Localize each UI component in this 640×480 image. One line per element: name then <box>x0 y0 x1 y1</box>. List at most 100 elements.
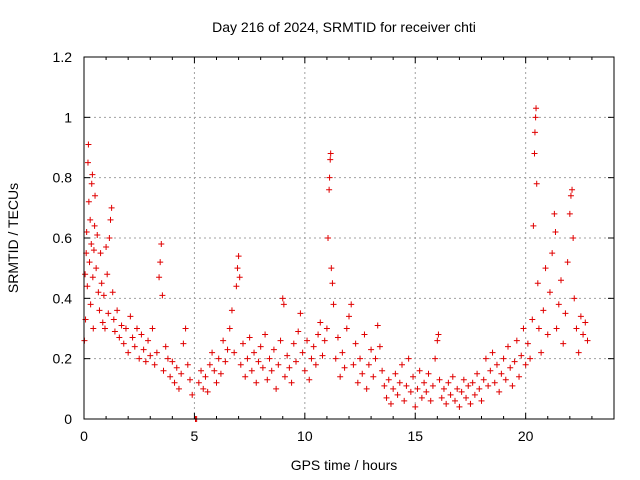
data-point <box>323 325 330 332</box>
data-point <box>129 334 136 341</box>
data-point <box>434 337 441 344</box>
data-point <box>147 352 154 359</box>
data-point <box>348 301 355 308</box>
data-point <box>410 373 417 380</box>
x-axis-label: GPS time / hours <box>291 457 398 473</box>
data-point <box>454 385 461 392</box>
data-point <box>244 355 251 362</box>
data-point <box>407 388 414 395</box>
data-point <box>509 382 516 389</box>
data-point <box>496 388 503 395</box>
data-point <box>104 271 111 278</box>
data-point <box>120 340 127 347</box>
data-point <box>259 364 266 371</box>
data-point <box>396 379 403 386</box>
data-point <box>93 265 100 272</box>
data-point <box>582 319 589 326</box>
x-tick-label: 0 <box>80 428 88 444</box>
y-tick-label: 0.2 <box>53 351 73 367</box>
data-point <box>440 385 447 392</box>
data-point <box>500 355 507 362</box>
data-point <box>251 349 258 356</box>
x-tick-label: 5 <box>191 428 199 444</box>
data-point <box>560 340 567 347</box>
data-point <box>447 391 454 398</box>
data-point <box>374 322 381 329</box>
data-point <box>334 334 341 341</box>
data-point <box>217 370 224 377</box>
data-point <box>584 337 591 344</box>
data-point <box>134 325 140 332</box>
data-point <box>103 244 110 251</box>
data-point <box>231 349 238 356</box>
data-point <box>268 367 275 374</box>
data-point <box>491 379 498 386</box>
data-point <box>474 370 481 377</box>
data-point <box>140 346 147 353</box>
data-point <box>149 325 156 332</box>
data-point <box>88 180 95 187</box>
data-point <box>226 325 233 332</box>
data-point <box>445 379 452 386</box>
data-point <box>418 394 425 401</box>
data-point <box>91 222 98 229</box>
data-point <box>99 319 106 326</box>
data-point <box>209 349 216 356</box>
data-point <box>352 340 359 347</box>
data-point <box>125 349 132 356</box>
data-point <box>290 340 297 347</box>
data-points <box>81 105 591 422</box>
data-point <box>215 355 222 362</box>
data-point <box>237 361 244 368</box>
data-point <box>180 340 187 347</box>
data-point <box>235 253 242 260</box>
data-point <box>534 280 541 287</box>
data-point <box>211 367 218 374</box>
data-point <box>301 367 308 374</box>
data-point <box>171 379 178 386</box>
data-point <box>206 361 213 368</box>
data-point <box>552 228 559 235</box>
data-point <box>122 325 129 332</box>
data-point <box>304 337 311 344</box>
data-point <box>299 349 306 356</box>
data-point <box>330 301 337 308</box>
data-point <box>575 349 582 356</box>
data-point <box>412 403 419 410</box>
data-point <box>189 391 196 398</box>
data-point <box>544 331 551 338</box>
data-point <box>522 361 529 368</box>
data-point <box>142 358 149 365</box>
data-point <box>538 349 545 356</box>
data-point <box>312 361 319 368</box>
data-point <box>379 367 386 374</box>
data-point <box>109 289 116 296</box>
data-point <box>449 373 456 380</box>
data-point <box>551 210 558 217</box>
data-point <box>92 192 99 199</box>
data-point <box>443 400 450 407</box>
data-point <box>100 292 107 299</box>
data-point <box>505 343 511 350</box>
data-point <box>277 337 284 344</box>
data-point <box>531 150 538 157</box>
data-point <box>310 343 317 350</box>
data-point <box>157 259 164 266</box>
data-point <box>108 204 115 211</box>
data-point <box>368 346 375 353</box>
data-point <box>469 379 476 386</box>
data-point <box>518 352 525 359</box>
y-axis-label: SRMTID / TECUs <box>5 183 21 293</box>
data-point <box>286 364 293 371</box>
data-point <box>98 280 105 287</box>
data-point <box>281 373 288 380</box>
data-point <box>106 235 113 241</box>
data-point <box>478 397 485 404</box>
data-point <box>567 192 574 199</box>
data-point <box>234 265 241 272</box>
data-point <box>85 141 92 148</box>
data-point <box>107 216 114 223</box>
data-point <box>89 171 96 178</box>
data-point <box>363 385 370 392</box>
data-point <box>101 325 108 332</box>
